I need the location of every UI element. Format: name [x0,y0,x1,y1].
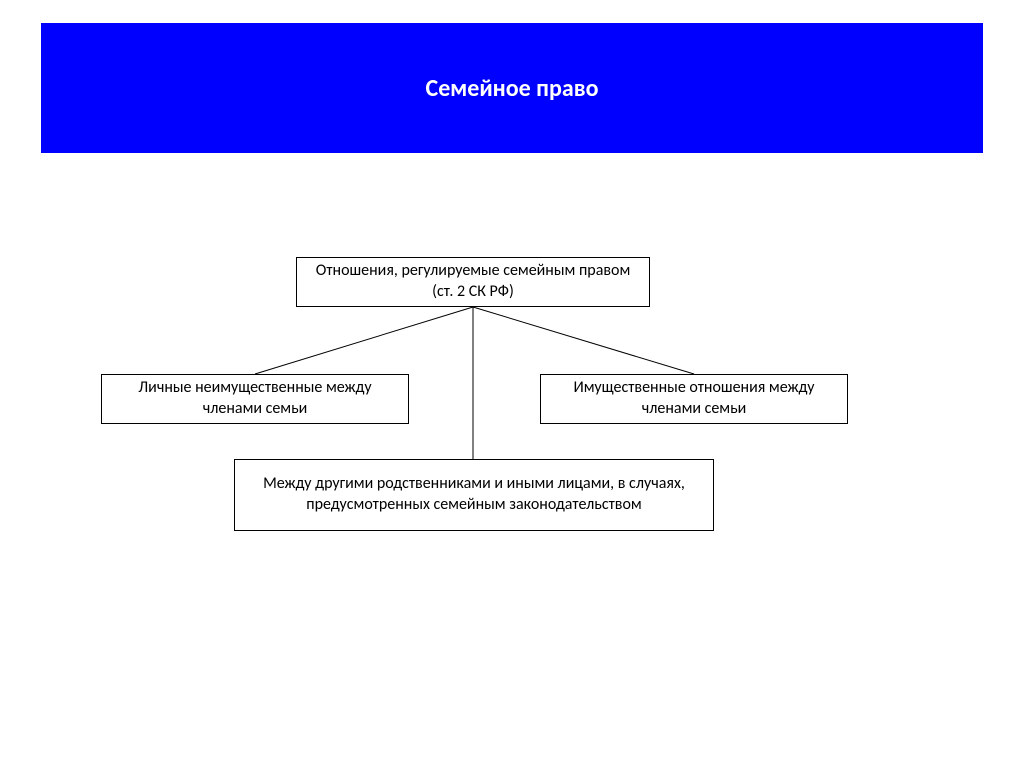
diagram-node-right: Имущественные отношения между членами се… [540,374,848,424]
diagram-node-left: Личные неимущественные между членами сем… [101,374,409,424]
diagram-node-bottom: Между другими родственниками и иными лиц… [234,459,714,531]
diagram-area: Отношения, регулируемые семейным правом … [0,0,1024,767]
diagram-node-root: Отношения, регулируемые семейным правом … [296,257,650,307]
